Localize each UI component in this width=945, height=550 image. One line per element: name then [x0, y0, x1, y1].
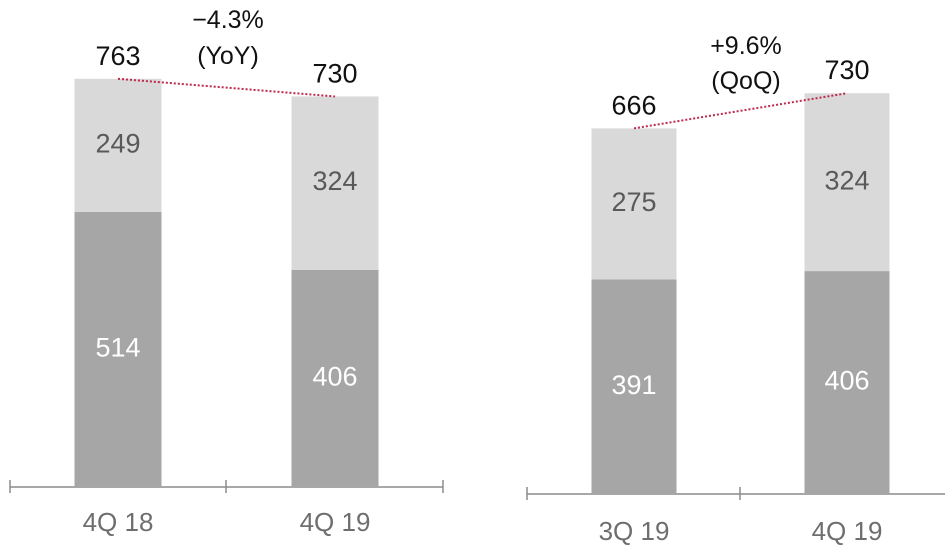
- trend-line: [117, 77, 336, 98]
- bar-segment-lower: [591, 279, 677, 494]
- bar-segment-upper: [804, 93, 890, 272]
- change-percent: −4.3%: [192, 6, 264, 34]
- bar-marks: 514 249 763 406 324 730: [74, 41, 379, 487]
- x-tick-label: 4Q 19: [300, 507, 371, 537]
- change-percent: +9.6%: [710, 32, 782, 60]
- total-value-label: 666: [611, 90, 656, 120]
- bar-segment-lower: [804, 271, 890, 494]
- segment-value-label: 406: [312, 362, 357, 392]
- chart-panel-qoq: 391 275 666 406 324 730 +9.6% (QoQ) 3Q 19 4Q …: [526, 32, 945, 546]
- x-tick-label: 3Q 19: [599, 516, 670, 546]
- segment-value-label: 249: [95, 129, 140, 159]
- bar-segment-lower: [74, 212, 162, 487]
- chart-panel-yoy: 514 249 763 406 324 730 −4.3% (YoY) 4Q 18 4Q …: [9, 6, 444, 537]
- change-basis: (QoQ): [711, 67, 780, 95]
- bar-marks: 391 275 666 406 324 730: [591, 55, 890, 494]
- x-tick-label: 4Q 18: [83, 507, 154, 537]
- x-tick-label: 4Q 19: [812, 516, 883, 546]
- segment-value-label: 275: [611, 187, 656, 217]
- segment-value-label: 324: [824, 165, 869, 195]
- bar-segment-upper: [74, 78, 162, 213]
- change-basis: (YoY): [197, 42, 259, 70]
- total-value-label: 730: [312, 58, 357, 88]
- segment-value-label: 514: [95, 333, 140, 363]
- total-value-label: 730: [824, 55, 869, 85]
- bar-segment-upper: [591, 128, 677, 280]
- total-value-label: 763: [95, 41, 140, 71]
- bar-segment-lower: [291, 269, 379, 487]
- segment-value-label: 324: [312, 166, 357, 196]
- bar-segment-upper: [291, 96, 379, 270]
- segment-value-label: 406: [824, 366, 869, 396]
- segment-value-label: 391: [611, 370, 656, 400]
